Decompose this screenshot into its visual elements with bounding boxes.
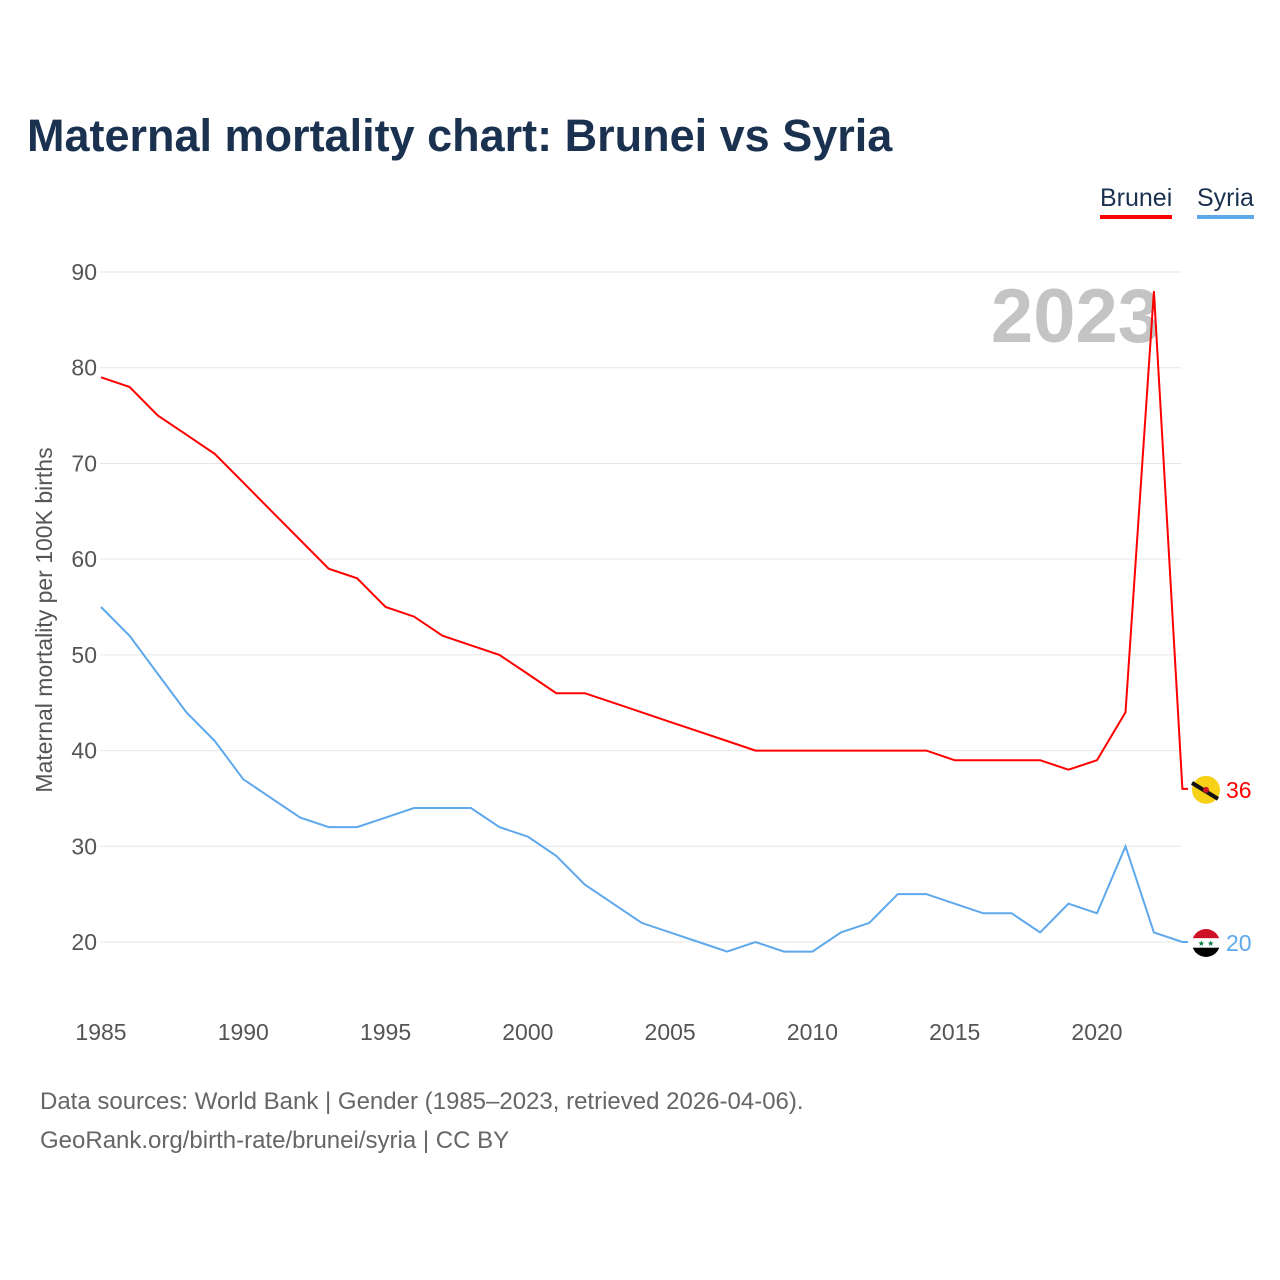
chart-title: Maternal mortality chart: Brunei vs Syri…	[27, 110, 893, 161]
y-tick-label: 90	[71, 259, 97, 285]
y-tick-label: 30	[71, 833, 97, 859]
footer-source: Data sources: World Bank | Gender (1985–…	[40, 1088, 804, 1115]
y-axis-label: Maternal mortality per 100K births	[31, 447, 57, 792]
brunei-flag-icon	[1190, 775, 1220, 804]
series-line-brunei[interactable]	[100, 291, 1188, 790]
x-tick-label: 2020	[1071, 1019, 1122, 1045]
x-tick-label: 2010	[787, 1019, 838, 1045]
x-tick-label: 2000	[502, 1019, 553, 1045]
year-watermark: 2023	[991, 274, 1160, 359]
footer-credit: GeoRank.org/birth-rate/brunei/syria | CC…	[40, 1127, 510, 1154]
y-tick-label: 50	[71, 642, 97, 668]
y-tick-label: 70	[71, 450, 97, 476]
x-tick-label: 2005	[645, 1019, 696, 1045]
end-label-syria: 20	[1226, 930, 1252, 956]
x-tick-label: 1985	[75, 1019, 126, 1045]
syria-flag-icon: ★ ★	[1192, 929, 1220, 957]
y-tick-label: 80	[71, 355, 97, 381]
y-tick-label: 20	[71, 929, 97, 955]
y-tick-label: 40	[71, 738, 97, 764]
x-tick-label: 2015	[929, 1019, 980, 1045]
x-tick-label: 1995	[360, 1019, 411, 1045]
y-tick-label: 60	[71, 546, 97, 572]
svg-text:★ ★: ★ ★	[1198, 939, 1215, 948]
x-tick-label: 1990	[218, 1019, 269, 1045]
end-label-brunei: 36	[1226, 777, 1252, 803]
legend-syria[interactable]: Syria	[1197, 184, 1254, 219]
legend-brunei[interactable]: Brunei	[1100, 184, 1173, 219]
series-line-syria[interactable]	[100, 606, 1188, 953]
